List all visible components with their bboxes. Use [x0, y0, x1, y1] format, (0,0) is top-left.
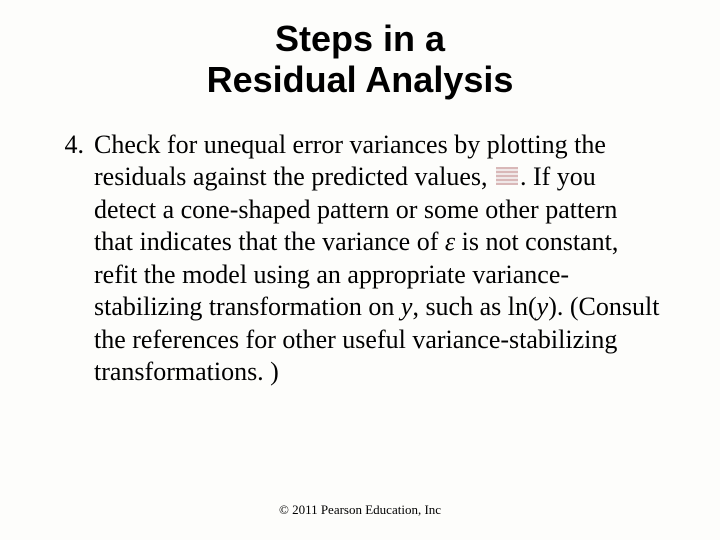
list-item: 4. Check for unequal error variances by … [50, 129, 670, 389]
body-text-4: , such as ln( [412, 292, 536, 321]
slide-title: Steps in a Residual Analysis [50, 18, 670, 101]
item-body: Check for unequal error variances by plo… [94, 129, 670, 389]
y-italic-1: y [401, 292, 413, 321]
slide: Steps in a Residual Analysis 4. Check fo… [0, 0, 720, 540]
title-line-1: Steps in a [275, 18, 445, 59]
yhat-placeholder-icon [496, 167, 518, 185]
copyright-text: © 2011 Pearson Education, Inc [0, 502, 720, 518]
y-italic-2: y [537, 292, 549, 321]
item-number: 4. [50, 129, 94, 389]
title-line-2: Residual Analysis [207, 59, 514, 100]
epsilon-symbol: ε [445, 227, 455, 256]
